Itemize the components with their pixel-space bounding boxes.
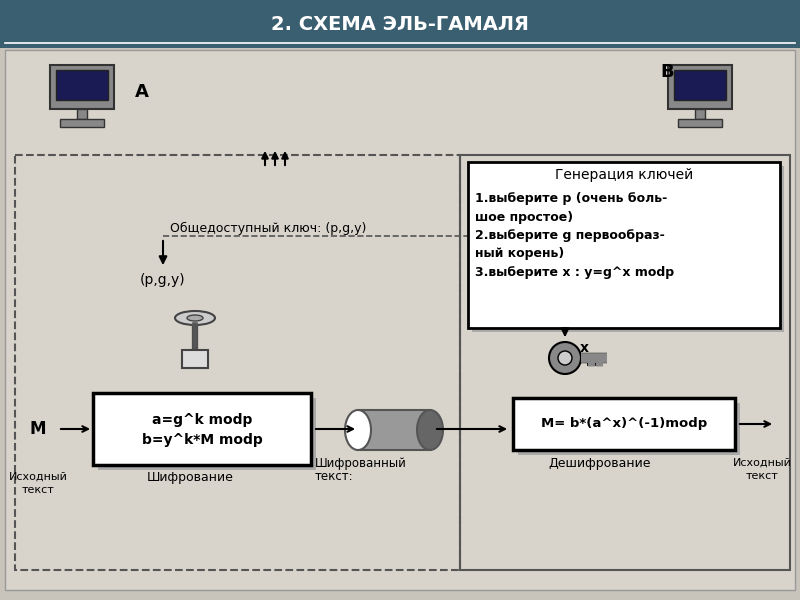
Ellipse shape	[175, 311, 215, 325]
Bar	[182, 350, 208, 368]
Bar	[98, 398, 316, 470]
Bar	[60, 119, 104, 127]
Bar	[56, 70, 108, 100]
Text: x: x	[580, 341, 589, 355]
Bar	[460, 155, 790, 570]
Bar	[93, 393, 311, 465]
Bar	[678, 119, 722, 127]
Text: 2. СХЕМА ЭЛЬ-ГАМАЛЯ: 2. СХЕМА ЭЛЬ-ГАМАЛЯ	[271, 14, 529, 34]
Bar	[668, 65, 732, 109]
Text: Общедоступный ключ: (p,g,y): Общедоступный ключ: (p,g,y)	[170, 221, 366, 235]
Bar	[15, 155, 460, 570]
Text: A: A	[135, 83, 149, 101]
Text: Генерация ключей: Генерация ключей	[555, 168, 693, 182]
Text: M: M	[30, 420, 46, 438]
Ellipse shape	[187, 315, 203, 321]
Text: текст: текст	[22, 485, 54, 495]
Bar	[472, 166, 784, 332]
Bar	[358, 410, 430, 450]
Text: Исходный: Исходный	[9, 472, 67, 482]
Text: M= b*(a^x)^(-1)modp: M= b*(a^x)^(-1)modp	[541, 418, 707, 431]
Text: Шифрованный: Шифрованный	[315, 457, 407, 469]
Bar	[50, 65, 114, 109]
Bar	[513, 398, 735, 450]
Bar	[468, 162, 782, 330]
Text: текст:: текст:	[315, 469, 354, 482]
Ellipse shape	[345, 410, 371, 450]
Text: Шифрование: Шифрование	[146, 472, 234, 485]
Bar	[77, 109, 87, 119]
Bar	[674, 70, 726, 100]
Bar	[695, 109, 705, 119]
Circle shape	[558, 351, 572, 365]
Text: (p,g,y): (p,g,y)	[140, 273, 186, 287]
Circle shape	[549, 342, 581, 374]
Text: a=g^k modp
b=y^k*M modp: a=g^k modp b=y^k*M modp	[142, 413, 262, 447]
Bar	[0, 0, 800, 48]
Text: текст: текст	[746, 471, 778, 481]
Bar	[468, 162, 780, 328]
Bar	[518, 403, 740, 455]
Text: 1.выберите p (очень боль-
шое простое)
2.выберите g первообраз-
ный корень)
3.вы: 1.выберите p (очень боль- шое простое) 2…	[475, 192, 674, 279]
Text: Дешифрование: Дешифрование	[549, 457, 651, 469]
Ellipse shape	[417, 410, 443, 450]
Text: Исходный: Исходный	[733, 458, 791, 468]
Text: B: B	[660, 63, 674, 81]
